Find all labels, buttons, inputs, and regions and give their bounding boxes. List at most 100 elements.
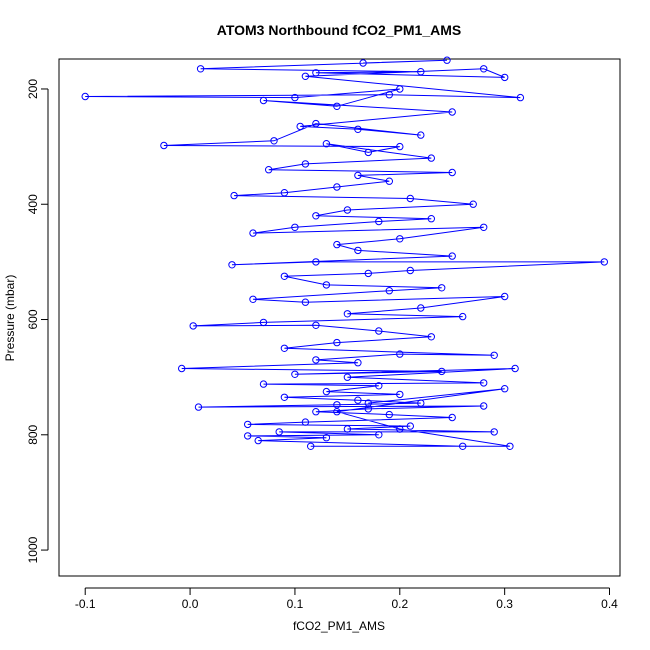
y-tick-label: 400 — [26, 194, 40, 214]
data-point — [312, 212, 320, 220]
data-point — [364, 269, 372, 278]
data-point — [280, 393, 289, 401]
chart-title: ATOM3 Northbound fCO2_PM1_AMS — [217, 22, 462, 38]
data-layer — [81, 56, 608, 450]
data-point — [406, 194, 414, 203]
data-point — [354, 246, 362, 255]
data-point — [354, 125, 362, 134]
plot-frame — [58, 58, 621, 577]
data-point — [280, 344, 289, 352]
data-point — [448, 413, 456, 422]
data-point — [301, 72, 310, 81]
data-point — [443, 56, 451, 64]
data-point — [244, 432, 252, 440]
data-point — [490, 428, 498, 436]
data-point — [270, 137, 278, 145]
data-point — [396, 142, 404, 151]
data-point — [459, 442, 467, 450]
data-point — [354, 171, 362, 180]
y-axis: 200 400 600 800 1000 — [26, 79, 49, 563]
data-point — [254, 436, 262, 445]
data-point — [364, 405, 372, 413]
data-point — [359, 59, 367, 67]
data-point — [343, 425, 352, 433]
data-point — [291, 93, 299, 102]
data-point — [196, 65, 205, 73]
data-point — [459, 312, 467, 321]
data-point — [312, 69, 320, 77]
data-point — [333, 408, 341, 416]
data-point — [312, 258, 320, 266]
data-point — [501, 73, 509, 82]
data-point — [385, 91, 393, 99]
data-point — [322, 434, 331, 442]
data-point — [364, 399, 372, 407]
data-point — [480, 379, 488, 387]
data-point — [396, 235, 404, 243]
x-tick-label: -0.1 — [75, 597, 96, 611]
data-point — [244, 420, 252, 429]
data-point — [312, 119, 320, 128]
data-point — [448, 252, 456, 260]
data-point — [312, 321, 320, 329]
data-point — [259, 96, 268, 105]
data-point — [322, 140, 331, 148]
data-point — [516, 93, 525, 102]
data-point — [249, 295, 257, 303]
data-point — [385, 287, 393, 295]
y-tick-label: 800 — [26, 424, 40, 444]
data-point — [396, 390, 404, 399]
data-point — [427, 333, 435, 341]
data-point — [301, 160, 310, 168]
data-point — [343, 206, 352, 214]
x-tick-label: 0.2 — [391, 597, 408, 611]
data-point — [354, 359, 362, 367]
data-point — [438, 284, 446, 292]
x-axis: -0.1 0.0 0.1 0.2 0.3 0.4 — [75, 587, 618, 611]
data-point — [396, 425, 404, 433]
y-tick-label: 600 — [26, 309, 40, 329]
data-point — [417, 304, 425, 312]
data-point — [333, 240, 341, 249]
data-point — [375, 217, 383, 226]
data-point — [230, 191, 238, 200]
data-point — [406, 422, 414, 430]
data-point — [354, 396, 362, 404]
data-point — [189, 322, 197, 330]
data-point — [275, 428, 283, 436]
data-point — [375, 382, 383, 390]
data-point — [385, 177, 393, 185]
data-point — [301, 298, 310, 306]
x-tick-label: 0.1 — [287, 597, 304, 611]
data-point — [375, 431, 383, 439]
data-point — [249, 229, 257, 237]
data-point — [448, 168, 456, 177]
data-point — [511, 364, 519, 373]
data-point — [343, 310, 352, 318]
data-point — [396, 85, 404, 93]
x-tick-label: 0.3 — [496, 597, 513, 611]
data-point — [480, 65, 488, 73]
data-point — [265, 166, 273, 174]
data-point — [280, 189, 289, 197]
data-point — [501, 292, 509, 301]
data-point — [490, 351, 498, 359]
data-point — [333, 338, 341, 347]
data-point — [280, 272, 289, 280]
data-point — [480, 402, 488, 410]
data-point — [291, 223, 299, 232]
y-axis-label: Pressure (mbar) — [3, 275, 17, 362]
data-point — [296, 122, 304, 131]
data-point — [396, 350, 404, 358]
data-point — [160, 141, 168, 150]
data-point — [427, 154, 435, 162]
series-line — [85, 59, 605, 447]
data-point — [600, 258, 608, 266]
data-point — [178, 364, 186, 373]
data-point — [322, 281, 331, 289]
y-tick-label: 200 — [26, 79, 40, 99]
data-point — [333, 401, 341, 409]
data-point — [333, 183, 341, 191]
data-point — [469, 200, 477, 208]
